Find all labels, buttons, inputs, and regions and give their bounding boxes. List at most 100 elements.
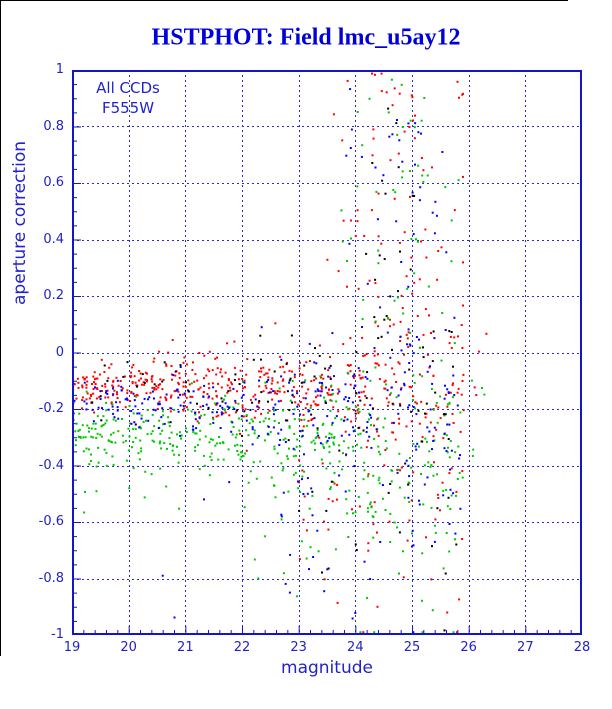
scatter-point [341,240,344,243]
scatter-point [383,464,386,467]
scatter-point [292,412,295,415]
scatter-point [355,392,358,395]
scatter-point [233,408,236,410]
scatter-point [326,415,329,418]
scatter-point [154,409,157,412]
scatter-point [405,275,408,278]
scatter-point [373,424,375,427]
scatter-point [374,166,377,169]
scatter-point [234,436,237,439]
scatter-point [392,421,395,424]
scatter-point [222,412,225,415]
scatter-point [112,380,115,383]
scatter-point [112,431,115,434]
scatter-point [331,389,334,391]
scatter-point [208,395,211,398]
scatter-point [239,432,241,435]
scatter-point [216,402,219,405]
scatter-point [433,461,435,464]
scatter-point [205,403,208,406]
scatter-point [384,449,387,451]
scatter-point [396,296,399,299]
scatter-point [107,439,110,442]
scatter-point [150,473,153,476]
scatter-point [457,387,460,390]
scatter-point [121,387,124,390]
scatter-point [420,132,422,135]
scatter-point [227,378,230,380]
scatter-point [439,509,441,512]
scatter-point [374,362,377,365]
scatter-point [185,381,187,384]
scatter-point [360,377,363,380]
scatter-point [344,396,347,399]
scatter-point [422,346,424,349]
scatter-point [342,452,344,455]
scatter-point [369,404,372,407]
scatter-point [446,403,449,406]
scatter-point [131,381,134,383]
scatter-point [198,411,200,414]
scatter-point [300,419,303,422]
scatter-point [335,415,338,418]
x-tick-label: 24 [347,640,364,655]
scatter-point [441,481,444,484]
scatter-point [410,420,413,423]
scatter-point [416,442,419,445]
scatter-point [346,364,349,367]
scatter-point [448,423,451,426]
scatter-point [191,395,194,398]
scatter-point [433,524,436,527]
scatter-point [332,441,335,444]
scatter-point [352,426,354,429]
scatter-point [200,414,203,417]
scatter-point [427,461,430,464]
scatter-point [345,154,348,157]
scatter-point [440,246,443,249]
scatter-point [426,440,428,443]
scatter-point [399,335,402,338]
scatter-point [448,523,451,525]
scatter-point [192,390,195,393]
scatter-point [398,531,401,534]
scatter-point [192,425,194,428]
scatter-point [174,370,177,373]
scatter-point [423,483,426,486]
scatter-point [282,572,285,575]
scatter-point [132,392,135,395]
scatter-point [81,396,84,399]
scatter-point [270,476,273,479]
x-tick-label: 21 [177,640,194,655]
scatter-point [371,154,374,157]
scatter-point [240,455,243,458]
scatter-point [411,545,413,548]
scatter-point [391,348,393,351]
scatter-point [292,455,295,458]
scatter-point [353,373,356,376]
scatter-point [337,270,340,273]
scatter-point [443,432,446,435]
scatter-point [302,425,305,428]
scatter-point [190,382,193,385]
scatter-point [282,438,285,441]
scatter-point [424,416,427,419]
scatter-point [288,369,291,372]
scatter-point [354,417,357,420]
scatter-point [266,372,269,375]
scatter-point [372,474,375,477]
scatter-point [211,382,214,385]
scatter-point [131,366,134,369]
scatter-point [132,412,135,415]
scatter-point [108,366,111,369]
scatter-point [129,400,132,402]
scatter-point [415,336,418,338]
scatter-point [170,365,173,367]
scatter-point [439,395,442,398]
scatter-point [450,260,453,263]
scatter-point [249,398,252,401]
scatter-point [75,422,78,425]
scatter-point [362,429,365,432]
scatter-point [79,436,82,439]
scatter-point [372,137,375,140]
scatter-point [369,578,372,581]
